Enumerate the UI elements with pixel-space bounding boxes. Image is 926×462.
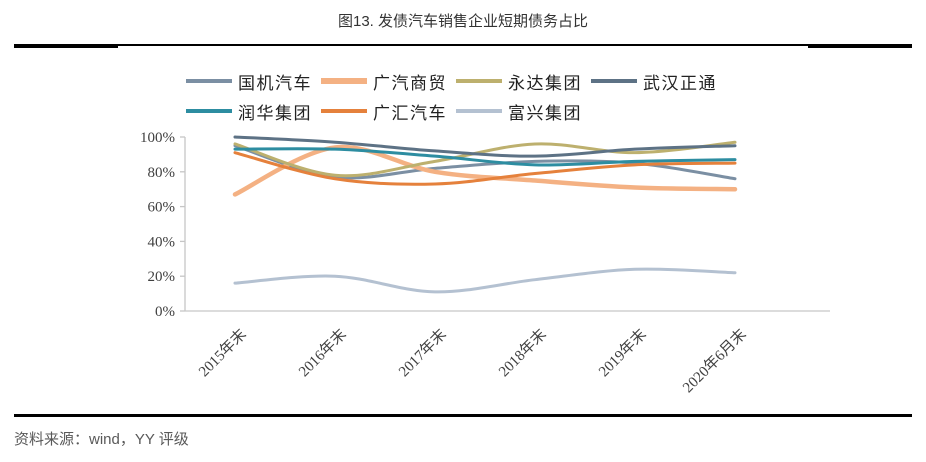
series-line-3: [233, 135, 737, 158]
legend-item-0: 国机汽车: [186, 69, 312, 94]
legend-label: 润华集团: [238, 103, 312, 123]
legend-item-4: 润华集团: [186, 99, 312, 124]
y-tick-label: 20%: [148, 269, 176, 285]
x-tick-label: 2020年6月末: [679, 326, 749, 396]
y-tick-label: 40%: [148, 234, 176, 250]
legend-line-swatch: [591, 79, 637, 83]
line-chart-svg: 100% 80% 60% 40% 20% 0% 2015年末 2016年末 2017年末 2018…: [140, 130, 830, 396]
series-line-6: [233, 267, 737, 294]
x-tick-label: 2018年末: [495, 326, 549, 380]
legend-label: 武汉正通: [643, 73, 717, 93]
legend-label: 广汽商贸: [373, 73, 447, 93]
y-tick-label: 100%: [140, 130, 175, 146]
y-tick-label: 0%: [155, 304, 175, 320]
page-title: 图13. 发债汽车销售企业短期债务占比: [337, 13, 589, 30]
header-rule: [14, 44, 912, 48]
legend-line-swatch: [456, 109, 502, 113]
legend-line-swatch: [456, 79, 502, 83]
legend-line-swatch: [321, 109, 367, 113]
legend-line-swatch: [321, 78, 367, 84]
legend-line-swatch: [186, 109, 232, 113]
legend-row-1: 润华集团 广汇汽车 富兴集团: [186, 96, 726, 126]
legend-label: 富兴集团: [508, 103, 582, 123]
x-tick-label: 2015年末: [195, 326, 249, 380]
legend-label: 广汇汽车: [373, 103, 447, 123]
y-tick-label: 60%: [148, 200, 176, 216]
footer-rule: [14, 414, 912, 417]
plot-area: 100% 80% 60% 40% 20% 0% 2015年末 2016年末 2017年末 2018…: [0, 125, 926, 413]
x-tick-label: 2019年末: [595, 326, 649, 380]
legend-item-2: 永达集团: [456, 69, 582, 94]
series-line-5: [233, 151, 737, 186]
x-tick-label: 2016年末: [295, 326, 349, 380]
legend-item-5: 广汇汽车: [321, 99, 447, 124]
legend-item-3: 武汉正通: [591, 69, 717, 94]
x-tick-label: 2017年末: [395, 326, 449, 380]
header-rule-line: [118, 44, 808, 46]
series-line-2: [233, 140, 737, 178]
legend-item-6: 富兴集团: [456, 99, 582, 124]
chart-legend: 国机汽车 广汽商贸 永达集团 武汉正通润华集团 广汇汽车 富兴集团: [186, 66, 726, 126]
header-rule-right-bar: [808, 44, 912, 48]
legend-line-swatch: [186, 79, 232, 83]
source-text: 资料来源：wind，YY 评级: [14, 431, 189, 448]
legend-item-1: 广汽商贸: [321, 69, 447, 94]
series-line-4: [233, 147, 737, 167]
y-tick-label: 80%: [148, 165, 176, 181]
header-rule-left-bar: [14, 44, 118, 48]
legend-label: 国机汽车: [238, 73, 312, 93]
legend-row-0: 国机汽车 广汽商贸 永达集团 武汉正通: [186, 66, 726, 96]
legend-label: 永达集团: [508, 73, 582, 93]
